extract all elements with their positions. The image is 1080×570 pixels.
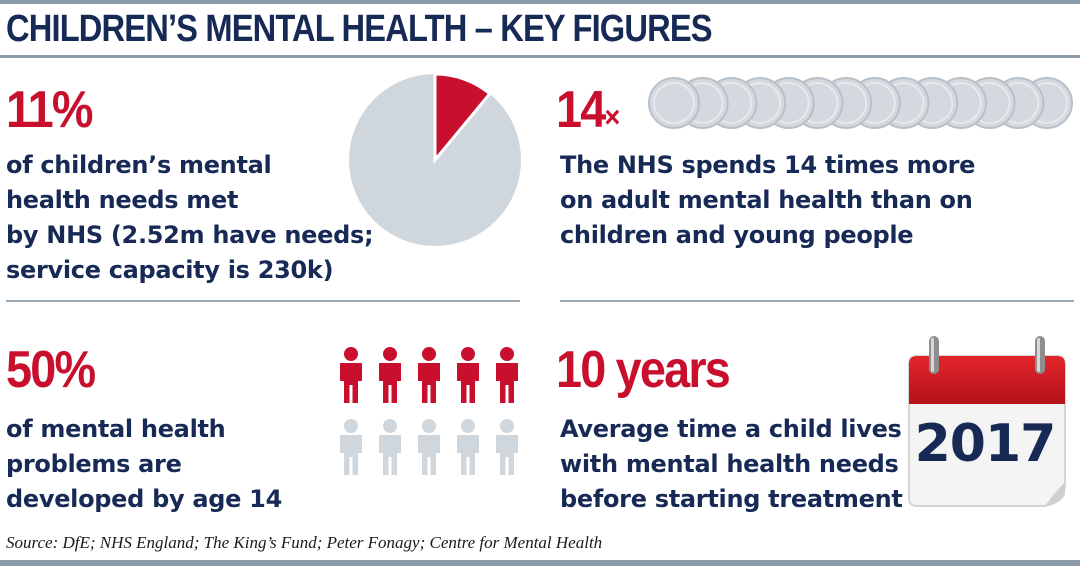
stat-description-line: by NHS (2.52m have needs; bbox=[6, 221, 374, 249]
stat-description-line: The NHS spends 14 times more bbox=[560, 151, 976, 179]
stat-description-line: with mental health needs bbox=[560, 450, 899, 478]
person-icon bbox=[457, 419, 479, 475]
stat-description-line: health needs met bbox=[6, 186, 239, 214]
stat-description-line: before starting treatment bbox=[560, 485, 903, 513]
stat-description: The NHS spends 14 times more on adult me… bbox=[560, 148, 975, 253]
person-icon bbox=[418, 419, 440, 475]
top-rule bbox=[0, 0, 1080, 4]
section-divider bbox=[6, 300, 520, 302]
person-icon bbox=[379, 347, 401, 403]
section-divider bbox=[560, 300, 1074, 302]
stat-description-line: developed by age 14 bbox=[6, 485, 282, 513]
times-symbol: × bbox=[604, 101, 620, 134]
stat-description: Average time a child lives with mental h… bbox=[560, 412, 903, 517]
stat-description: of mental health problems are developed … bbox=[6, 412, 282, 517]
stat-description-line: of children’s mental bbox=[6, 151, 272, 179]
title-rule bbox=[0, 55, 1080, 58]
stat-figure: 11% bbox=[6, 81, 94, 139]
people-icons bbox=[340, 347, 518, 475]
person-icon bbox=[457, 347, 479, 403]
person-icon bbox=[496, 347, 518, 403]
calendar-year: 2017 bbox=[914, 414, 1057, 474]
stat-figure-number: 14 bbox=[556, 81, 606, 139]
person-icon bbox=[418, 347, 440, 403]
stat-description-line: service capacity is 230k) bbox=[6, 256, 334, 284]
calendar-icon: 2017 bbox=[905, 334, 1075, 512]
stat-figure: 50% bbox=[6, 341, 96, 399]
stat-description-line: of mental health bbox=[6, 415, 226, 443]
stat-description-line: problems are bbox=[6, 450, 182, 478]
coin-icon bbox=[648, 77, 700, 129]
bottom-rule bbox=[0, 560, 1080, 566]
source-note: Source: DfE; NHS England; The King’s Fun… bbox=[6, 533, 603, 552]
stat-description-line: on adult mental health than on bbox=[560, 186, 973, 214]
stat-description: of children’s mental health needs met by… bbox=[6, 148, 374, 288]
coin-row-icon bbox=[648, 77, 1073, 129]
person-icon bbox=[379, 419, 401, 475]
person-icon bbox=[496, 419, 518, 475]
stat-description-line: children and young people bbox=[560, 221, 914, 249]
page-title: CHILDREN’S MENTAL HEALTH – KEY FIGURES bbox=[6, 8, 713, 50]
stat-figure: 10 years bbox=[556, 341, 731, 399]
pie-chart-icon bbox=[349, 72, 521, 246]
calendar-graphic bbox=[908, 336, 1066, 507]
coin-rim bbox=[653, 82, 695, 124]
pie-highlight-slice bbox=[433, 72, 492, 165]
person-icon bbox=[340, 419, 362, 475]
person-icon bbox=[340, 347, 362, 403]
stat-figure: 14× bbox=[556, 81, 620, 139]
stat-description-line: Average time a child lives bbox=[560, 415, 902, 443]
